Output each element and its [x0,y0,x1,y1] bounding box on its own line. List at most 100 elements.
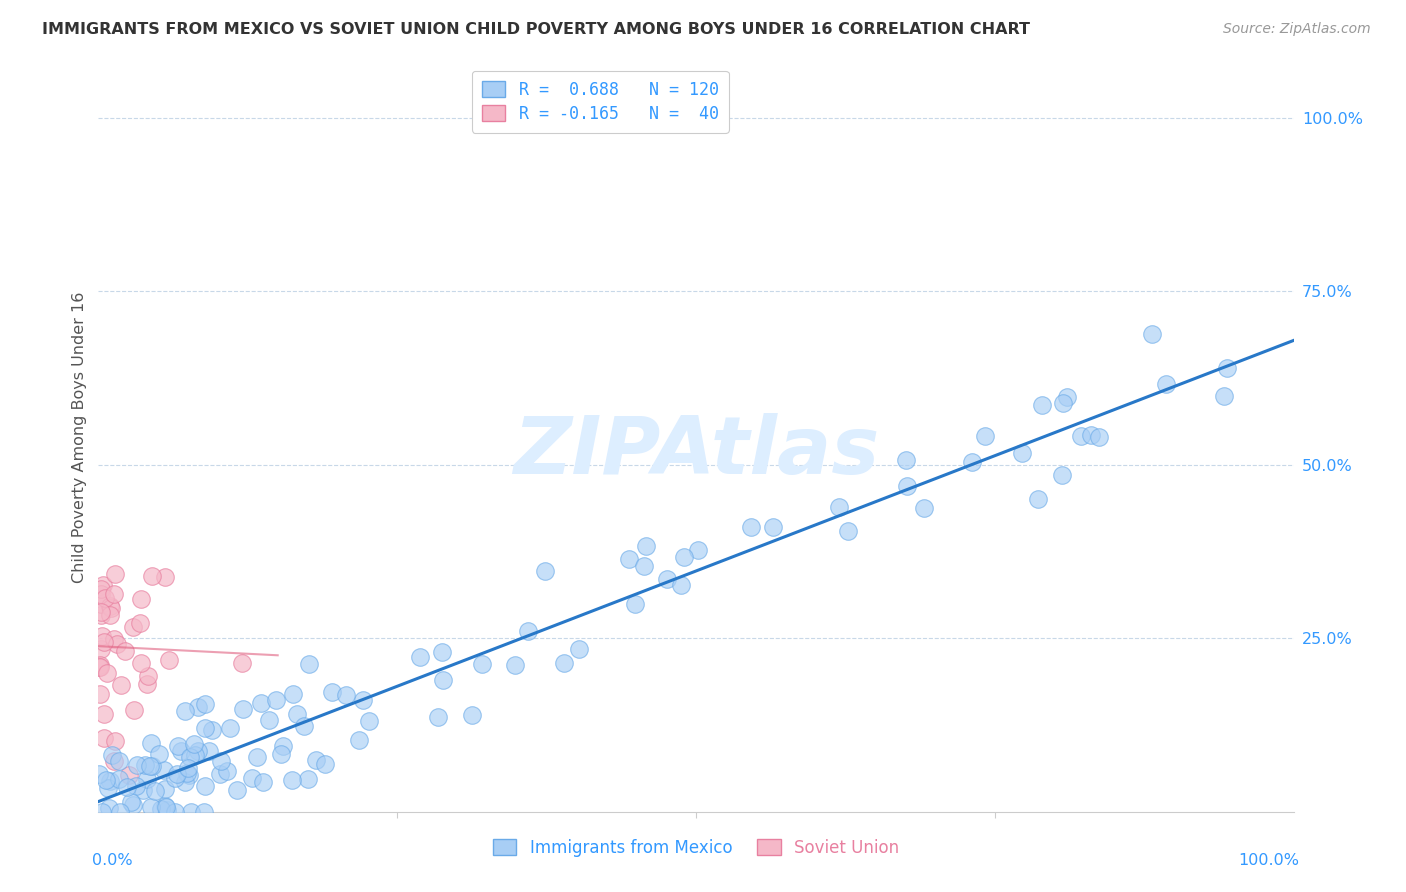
Point [894,453,917,467]
Legend: Immigrants from Mexico, Soviet Union: Immigrants from Mexico, Soviet Union [482,829,910,867]
Point [141,800,163,814]
Point [104,734,127,748]
Point [148,747,170,762]
Point [94,591,117,605]
Point [176,765,198,780]
Point [125,758,148,772]
Point [153,781,176,796]
Point [1011,446,1033,460]
Point [141,736,163,750]
Point [141,569,163,583]
Point [432,673,454,688]
Point [655,572,678,586]
Point [503,658,526,673]
Point [91,629,114,643]
Point [97,781,120,796]
Point [136,677,159,691]
Point [619,551,641,566]
Point [174,774,197,789]
Point [194,721,217,735]
Point [176,761,198,775]
Point [90,582,112,596]
Point [131,591,153,606]
Point [128,615,150,630]
Point [672,550,695,565]
Point [352,693,374,707]
Point [1031,398,1053,412]
Point [633,559,655,574]
Point [688,543,710,558]
Point [93,634,115,648]
Point [187,699,209,714]
Point [973,429,995,443]
Point [93,707,115,722]
Point [136,669,159,683]
Point [132,782,155,797]
Point [93,731,115,745]
Point [98,608,121,623]
Point [1213,389,1236,403]
Point [194,780,217,794]
Point [91,805,114,819]
Point [90,642,112,657]
Point [270,747,292,762]
Point [98,774,121,789]
Point [90,605,112,619]
Point [304,753,326,767]
Point [432,645,454,659]
Point [1216,361,1239,376]
Point [108,772,131,786]
Point [108,805,131,819]
Point [246,749,269,764]
Point [173,704,195,718]
Y-axis label: Child Poverty Among Boys Under 16: Child Poverty Among Boys Under 16 [72,292,87,582]
Point [134,757,156,772]
Point [121,797,143,812]
Point [1052,396,1074,410]
Point [153,569,176,583]
Point [90,587,112,601]
Point [357,714,380,728]
Point [409,650,432,665]
Point [98,801,121,815]
Point [259,713,281,727]
Point [533,564,555,578]
Point [568,641,591,656]
Point [837,524,859,538]
Point [115,780,138,794]
Point [1070,429,1092,443]
Point [209,766,232,780]
Point [553,656,575,670]
Point [1087,430,1109,444]
Point [217,764,239,778]
Point [1142,326,1164,341]
Point [141,758,163,772]
Point [125,779,148,793]
Point [138,759,160,773]
Point [98,599,121,614]
Point [103,754,125,768]
Point [896,478,918,492]
Point [740,520,762,534]
Point [1154,377,1177,392]
Point [167,739,190,753]
Point [136,772,159,786]
Point [297,772,319,786]
Point [321,684,343,698]
Point [198,744,221,758]
Text: 0.0%: 0.0% [93,853,134,868]
Point [461,708,484,723]
Point [183,737,205,751]
Point [152,764,174,778]
Point [170,744,193,758]
Point [252,775,274,789]
Point [225,783,247,797]
Point [165,805,187,819]
Point [96,773,118,788]
Point [271,739,294,753]
Point [121,620,143,634]
Point [1026,491,1049,506]
Point [828,500,851,515]
Point [297,657,319,671]
Text: Source: ZipAtlas.com: Source: ZipAtlas.com [1223,22,1371,37]
